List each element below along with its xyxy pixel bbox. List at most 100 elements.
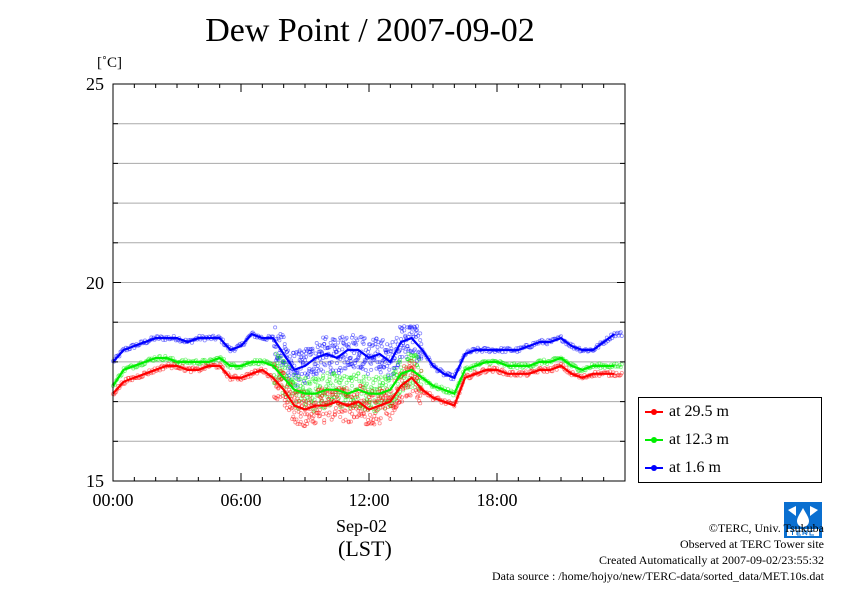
series-line [112,356,615,396]
data-point [401,346,406,351]
data-point [322,420,327,425]
data-point [302,423,307,428]
data-point [366,376,371,381]
data-point [327,410,332,415]
data-point [325,391,330,396]
data-point [344,357,349,362]
data-point [279,377,284,382]
data-point [389,376,394,381]
data-point [296,377,301,382]
data-point [416,365,421,370]
data-point [288,366,293,371]
data-point [362,407,367,412]
data-point [373,342,378,347]
data-point [273,362,278,367]
data-point [382,374,387,379]
data-point [388,403,393,408]
data-point [346,363,351,368]
data-point [278,394,283,399]
data-point [325,371,330,376]
data-point [394,373,399,378]
data-point [300,361,305,366]
data-point [293,370,298,375]
data-point [339,337,344,342]
data-point [288,405,293,410]
data-point [276,336,281,341]
data-point [342,385,347,390]
data-point [411,356,416,361]
data-point [416,355,421,360]
data-point [349,411,354,416]
data-point [284,385,289,390]
data-point [275,355,280,360]
data-point [276,334,281,339]
data-point [337,348,342,353]
data-point [403,349,408,354]
data-point [411,365,416,370]
data-point [393,405,398,410]
data-point [349,375,354,380]
data-point [413,332,418,337]
data-point [412,374,417,379]
data-point [379,360,384,365]
data-point [326,345,331,350]
data-point [291,414,296,419]
data-point [395,362,400,367]
data-point [293,382,298,387]
data-point [290,405,295,410]
data-point [360,340,365,345]
data-point [388,349,393,354]
series-lines [112,332,615,411]
data-point [296,352,301,357]
data-point [327,361,332,366]
data-point [373,399,378,404]
data-point [417,349,422,354]
data-point [331,337,336,342]
data-point [276,394,281,399]
data-point [410,350,415,355]
data-point [321,373,326,378]
data-point [281,359,286,364]
data-point [309,351,314,356]
data-point [405,385,410,390]
data-point [354,342,359,347]
data-point [358,365,363,370]
data-point [347,375,352,380]
data-point [398,337,403,342]
data-point [397,355,402,360]
data-point [343,395,348,400]
data-point [307,350,312,355]
data-point [371,342,376,347]
data-point [418,350,423,355]
data-point [352,392,357,397]
data-point [272,394,277,399]
data-point [340,334,345,339]
data-point [397,360,402,365]
data-point [390,340,395,345]
data-point [411,361,416,366]
data-point [289,377,294,382]
data-point [359,391,364,396]
data-point [380,358,385,363]
data-point [304,403,309,408]
data-point [291,350,296,355]
data-point [330,383,335,388]
data-point [349,378,354,383]
data-point [331,395,336,400]
data-point [360,385,365,390]
data-point [292,410,297,415]
data-point [363,368,368,373]
data-point [360,366,365,371]
data-point [409,350,414,355]
data-point [347,362,352,367]
data-point [359,413,364,418]
data-point [384,393,389,398]
data-point [362,407,367,412]
y-tick-label: 20 [86,273,104,293]
data-point [619,362,624,367]
data-point [373,411,378,416]
data-point [305,396,310,401]
data-point [361,398,366,403]
data-point [375,408,380,413]
data-point [350,397,355,402]
